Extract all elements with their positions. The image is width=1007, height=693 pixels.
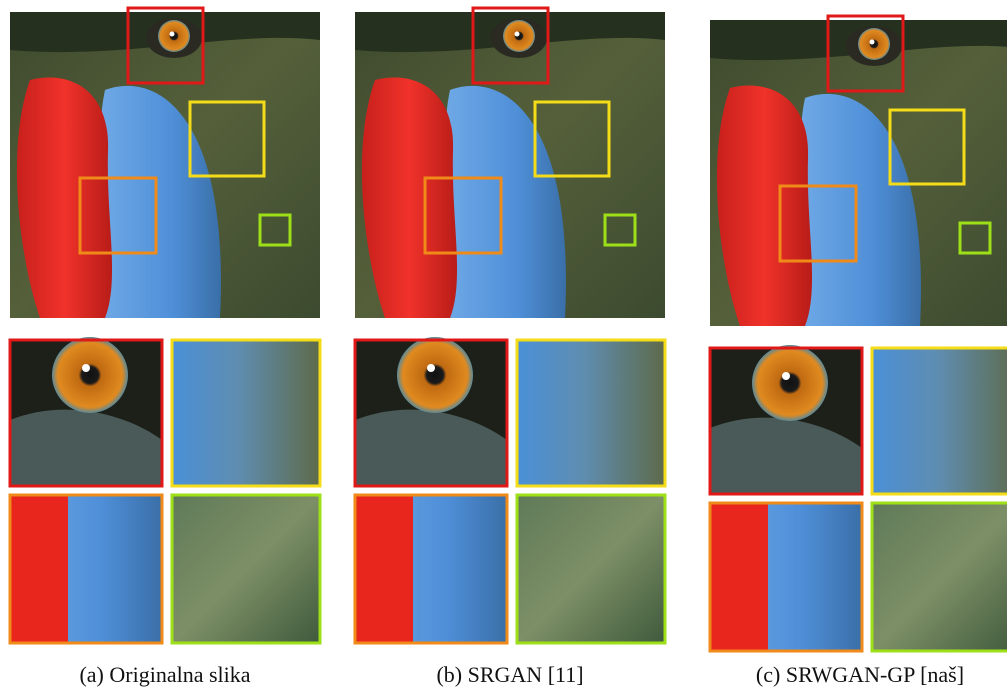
panel-srwgan-gp: [710, 16, 1007, 651]
panel-srgan: [355, 8, 665, 643]
panel-original: [10, 8, 320, 643]
figure: (a) Originalna slika (b) SRGAN [11] (c) …: [0, 0, 1007, 693]
caption: (a) Originalna slika: [79, 662, 250, 687]
caption: (c) SRWGAN-GP [naš]: [756, 662, 964, 687]
caption: (b) SRGAN [11]: [436, 662, 583, 687]
